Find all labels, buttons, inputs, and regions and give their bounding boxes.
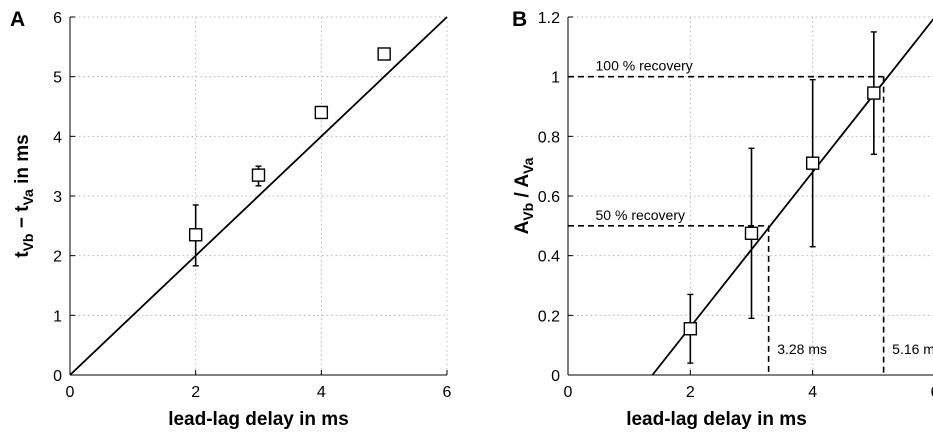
y-tick-label: 0 [551,368,560,385]
x-tick-label: 6 [931,384,933,401]
data-point-marker [744,226,759,240]
annotation-label: 100 % recovery [596,58,693,74]
y-tick-label: 1 [551,70,560,87]
y-tick-label: 4 [53,129,62,146]
annotation-label: 3.28 ms [777,341,827,357]
y-axis-label-part: − t [12,205,33,234]
y-axis-label: AVb / AVa [512,157,536,234]
fit-line [651,18,933,376]
y-tick-label: 0.8 [538,129,560,146]
y-axis-label-part: / A [512,174,533,203]
panel-b: 0 2 4 6 0 0.2 0.4 0.6 0.8 1 1.2 100 % recovery 50 % … [512,8,933,430]
annotation-label: 50 % recovery [596,207,685,223]
y-tick-label: 3 [53,189,62,206]
x-axis-label: lead-lag delay in ms [168,409,349,430]
x-tick-label: 4 [808,384,817,401]
annotation-label: 5.16 ms [892,341,933,357]
x-tick-label: 6 [443,384,452,401]
x-tick-label: 0 [66,384,75,401]
y-tick-label: 0 [53,368,62,385]
y-tick-label: 0.4 [538,249,560,266]
y-tick-label: 2 [53,249,62,266]
y-tick-label: 0.6 [538,189,560,206]
data-point-marker [377,47,391,61]
data-point-marker [251,168,266,182]
y-tick-label: 5 [53,70,62,87]
x-axis-label: lead-lag delay in ms [626,409,807,430]
y-axis-label-part: A [512,220,533,234]
data-point-marker [805,156,820,170]
y-axis-label-subscript: Va [20,189,36,206]
y-tick-label: 1.2 [538,10,560,27]
x-tick-label: 0 [564,384,573,401]
y-tick-label: 1 [53,308,62,325]
fit-line [69,16,448,376]
x-tick-label: 4 [317,384,326,401]
data-point-marker [314,105,329,120]
y-axis-label: tVb − tVa in ms [12,134,36,257]
x-tick-label: 2 [686,384,695,401]
y-axis-label-subscript: Vb [20,234,36,252]
y-axis-label-subscript: Vb [520,203,536,221]
y-tick-label: 6 [53,10,62,27]
y-axis-label-subscript: Va [520,157,536,174]
data-point-marker [188,228,203,242]
y-axis-label-part: t [12,251,33,258]
y-tick-label: 0.2 [538,308,560,325]
panel-letter: B [512,8,527,31]
y-axis-label-part: in ms [12,134,33,189]
data-point-marker [683,322,698,336]
data-point-marker [867,86,881,100]
x-tick-label: 2 [191,384,200,401]
panel-letter: A [10,8,25,31]
